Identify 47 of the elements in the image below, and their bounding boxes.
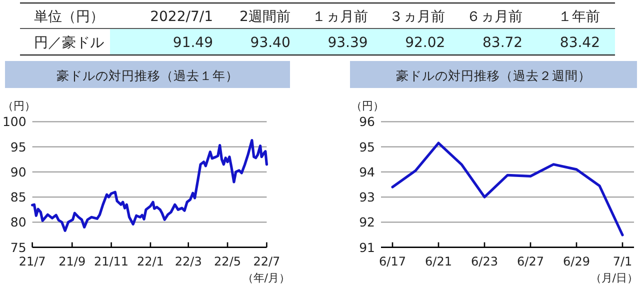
y-tick-label: 85 (10, 190, 26, 205)
x-tick-label: 6/29 (563, 254, 590, 268)
text: 83.72 (482, 35, 523, 51)
x-tick-label: 6/27 (517, 254, 544, 268)
x-tick-label: 22/7 (253, 254, 280, 268)
y-tick-label: 93 (359, 190, 375, 205)
y-tick-label: 95 (359, 139, 375, 154)
x-tick-label: 6/21 (425, 254, 452, 268)
x-tick-label: 7/1 (612, 254, 632, 268)
y-tick-label: 96 (359, 114, 376, 130)
x-tick-label: 21/7 (18, 254, 46, 268)
x-tick-label: 6/23 (471, 254, 498, 268)
line-series (30, 138, 268, 232)
text: 92.02 (405, 35, 446, 51)
y-tick-label: 94 (359, 164, 376, 180)
x-tick-label: 21/9 (58, 254, 86, 268)
chart-title: 豪ドルの対円推移（過去２週間） (396, 68, 591, 83)
y-axis-title: （円） (2, 100, 36, 113)
y-tick-label: 92 (359, 214, 375, 230)
x-tick-label: 6/17 (379, 254, 406, 268)
y-tick-label: 95 (10, 139, 26, 154)
text: 円／豪ドル (34, 35, 104, 51)
y-axis-title: （円） (351, 100, 384, 113)
category-label: 2週間前 (239, 9, 290, 25)
y-tick-label: 90 (10, 164, 26, 180)
text: 93.40 (250, 35, 290, 51)
y-tick-label: 75 (10, 240, 26, 255)
y-tick-label: 100 (2, 114, 26, 130)
x-tick-label: 22/5 (214, 254, 242, 268)
category-label: 2022/7/1 (150, 9, 213, 25)
category-label: １ヵ月前 (312, 9, 368, 25)
text: 91.49 (172, 35, 213, 51)
text: 93.39 (328, 35, 368, 51)
category-label: ６ヵ月前 (466, 9, 523, 25)
y-tick-label: 80 (10, 214, 26, 230)
x-tick-label: 22/3 (174, 254, 202, 268)
x-tick-label: 22/1 (136, 254, 164, 268)
x-axis-title: （月/日） (590, 271, 638, 284)
chart-title: 豪ドルの対円推移（過去１年） (56, 68, 238, 83)
text: 単位（円） (34, 9, 104, 25)
category-label: １年前 (558, 9, 600, 25)
y-tick-label: 91 (359, 240, 375, 255)
x-axis-title: （年/月） (242, 271, 290, 284)
x-tick-label: 21/11 (94, 254, 129, 268)
text: 83.42 (560, 35, 600, 51)
category-label: ３ヵ月前 (389, 9, 446, 25)
line-series (391, 142, 624, 236)
